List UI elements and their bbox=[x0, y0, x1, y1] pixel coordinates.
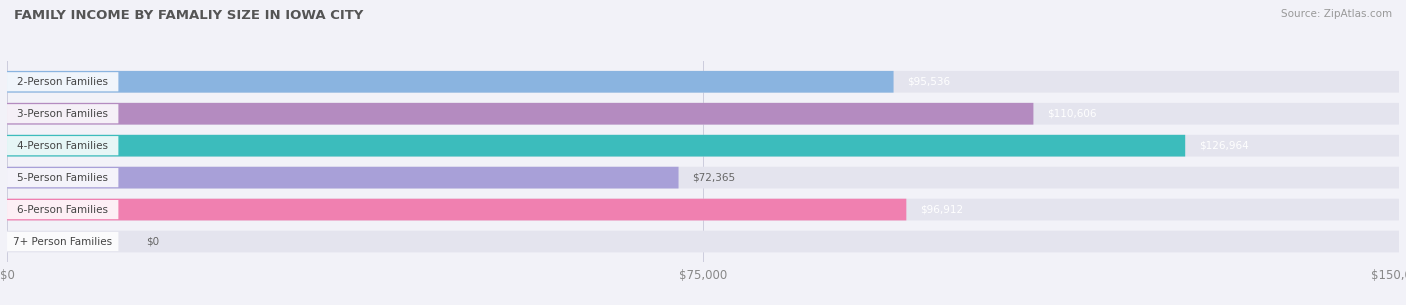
Text: 6-Person Families: 6-Person Families bbox=[17, 205, 108, 215]
Text: 3-Person Families: 3-Person Families bbox=[17, 109, 108, 119]
Text: $96,912: $96,912 bbox=[921, 205, 963, 215]
FancyBboxPatch shape bbox=[7, 72, 118, 92]
FancyBboxPatch shape bbox=[7, 199, 907, 221]
Text: $0: $0 bbox=[146, 237, 159, 246]
Text: $95,536: $95,536 bbox=[907, 77, 950, 87]
Text: $110,606: $110,606 bbox=[1047, 109, 1097, 119]
Text: 4-Person Families: 4-Person Families bbox=[17, 141, 108, 151]
FancyBboxPatch shape bbox=[7, 71, 894, 93]
Text: 7+ Person Families: 7+ Person Families bbox=[13, 237, 112, 246]
FancyBboxPatch shape bbox=[7, 199, 1399, 221]
FancyBboxPatch shape bbox=[7, 71, 1399, 93]
FancyBboxPatch shape bbox=[7, 167, 1399, 188]
FancyBboxPatch shape bbox=[7, 168, 118, 187]
Text: $126,964: $126,964 bbox=[1199, 141, 1249, 151]
Text: FAMILY INCOME BY FAMALIY SIZE IN IOWA CITY: FAMILY INCOME BY FAMALIY SIZE IN IOWA CI… bbox=[14, 9, 363, 22]
FancyBboxPatch shape bbox=[7, 104, 118, 123]
FancyBboxPatch shape bbox=[7, 135, 1399, 156]
FancyBboxPatch shape bbox=[7, 135, 1185, 156]
FancyBboxPatch shape bbox=[7, 167, 679, 188]
FancyBboxPatch shape bbox=[7, 103, 1399, 124]
FancyBboxPatch shape bbox=[7, 231, 1399, 253]
FancyBboxPatch shape bbox=[7, 136, 118, 155]
FancyBboxPatch shape bbox=[7, 232, 118, 251]
Text: $72,365: $72,365 bbox=[693, 173, 735, 183]
FancyBboxPatch shape bbox=[7, 103, 1033, 124]
Text: Source: ZipAtlas.com: Source: ZipAtlas.com bbox=[1281, 9, 1392, 19]
Text: 2-Person Families: 2-Person Families bbox=[17, 77, 108, 87]
FancyBboxPatch shape bbox=[7, 200, 118, 219]
Text: 5-Person Families: 5-Person Families bbox=[17, 173, 108, 183]
